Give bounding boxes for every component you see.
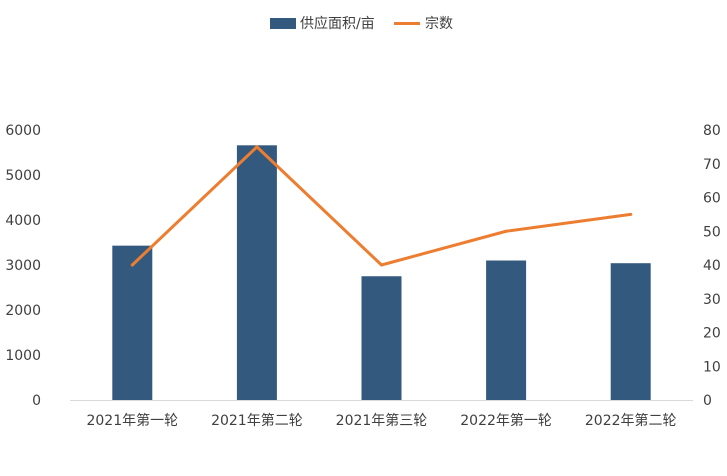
y-left-tick-label: 3000 bbox=[5, 258, 41, 274]
y-left-tick-label: 2000 bbox=[5, 303, 41, 319]
line-series bbox=[130, 145, 633, 267]
bar bbox=[112, 245, 153, 400]
legend: 供应面积/亩 宗数 bbox=[270, 15, 453, 32]
y-right-tick-label: 20 bbox=[703, 326, 721, 342]
line-point bbox=[255, 145, 259, 149]
bar bbox=[361, 276, 402, 400]
y-right-tick-label: 40 bbox=[703, 258, 721, 274]
y-left-tick-label: 6000 bbox=[5, 123, 41, 139]
y-left-tick-label: 4000 bbox=[5, 213, 41, 229]
y-right-tick-label: 60 bbox=[703, 191, 721, 207]
y-right-tick-label: 30 bbox=[703, 292, 721, 308]
y-right-tick-label: 10 bbox=[703, 359, 721, 375]
legend-label-line: 宗数 bbox=[425, 16, 453, 32]
x-tick-label: 2021年第一轮 bbox=[86, 412, 178, 429]
line-point bbox=[504, 229, 508, 233]
x-tick-label: 2021年第二轮 bbox=[211, 412, 303, 429]
bar-series bbox=[112, 145, 651, 400]
line-point bbox=[380, 263, 383, 267]
y-right-tick-label: 0 bbox=[703, 393, 712, 409]
y-left-tick-label: 0 bbox=[32, 393, 41, 409]
y-right-tick-label: 80 bbox=[703, 123, 721, 139]
legend-swatch-bar bbox=[270, 18, 296, 29]
y-right-tick-label: 70 bbox=[703, 157, 721, 173]
legend-label-bar: 供应面积/亩 bbox=[300, 15, 375, 32]
y-left-axis: 0 1000 2000 3000 4000 5000 6000 bbox=[5, 123, 41, 409]
line-point bbox=[629, 212, 633, 216]
bar bbox=[486, 260, 527, 400]
line-point bbox=[130, 263, 134, 267]
bar bbox=[236, 145, 277, 400]
y-left-tick-label: 1000 bbox=[5, 348, 41, 364]
y-left-tick-label: 5000 bbox=[5, 168, 41, 184]
bar bbox=[610, 263, 651, 400]
x-tick-label: 2022年第一轮 bbox=[460, 412, 552, 429]
y-right-tick-label: 50 bbox=[703, 224, 721, 240]
x-tick-label: 2022年第二轮 bbox=[585, 412, 677, 429]
line-path bbox=[130, 145, 633, 267]
y-right-axis: 0 10 20 30 40 50 60 70 80 bbox=[703, 123, 721, 409]
x-axis: 2021年第一轮 2021年第二轮 2021年第三轮 2022年第一轮 2022年第二轮 bbox=[70, 400, 693, 429]
x-tick-label: 2021年第三轮 bbox=[336, 412, 428, 429]
